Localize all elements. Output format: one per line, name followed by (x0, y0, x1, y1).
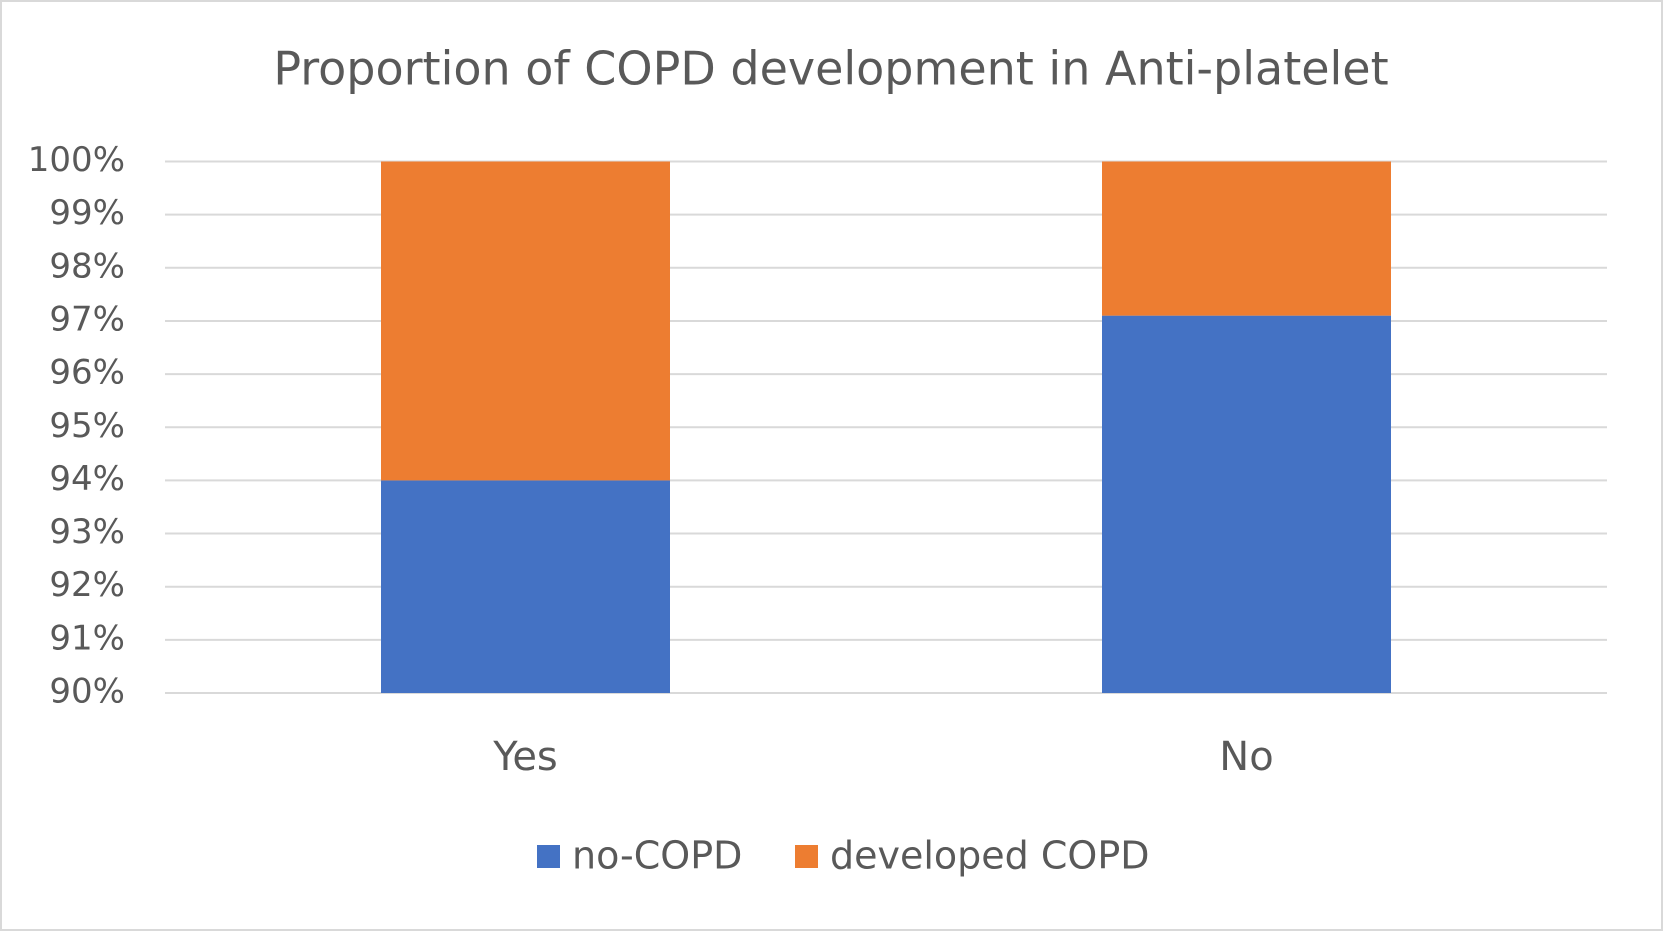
y-tick-label: 91% (49, 618, 125, 658)
y-tick-label: 94% (49, 459, 125, 499)
y-tick-label: 92% (49, 565, 125, 605)
y-tick-label: 93% (49, 512, 125, 552)
y-tick-label: 99% (49, 193, 125, 233)
y-tick-label: 100% (28, 140, 125, 180)
x-tick-label: No (1219, 734, 1273, 780)
y-tick-label: 90% (49, 672, 125, 712)
bar-segment (1102, 315, 1391, 693)
legend-label: no-COPD (572, 834, 742, 878)
legend-label: developed COPD (830, 834, 1150, 878)
y-tick-label: 95% (49, 406, 125, 446)
chart-title: Proportion of COPD development in Anti-p… (273, 42, 1388, 96)
y-tick-label: 97% (49, 299, 125, 339)
bar-segment (381, 161, 670, 481)
y-tick-label: 98% (49, 246, 125, 286)
legend-swatch (795, 845, 818, 868)
bar-segment (1102, 161, 1391, 316)
x-tick-label: Yes (492, 734, 558, 780)
legend-swatch (537, 845, 560, 868)
y-tick-label: 96% (49, 353, 125, 393)
bar-segment (381, 480, 670, 693)
